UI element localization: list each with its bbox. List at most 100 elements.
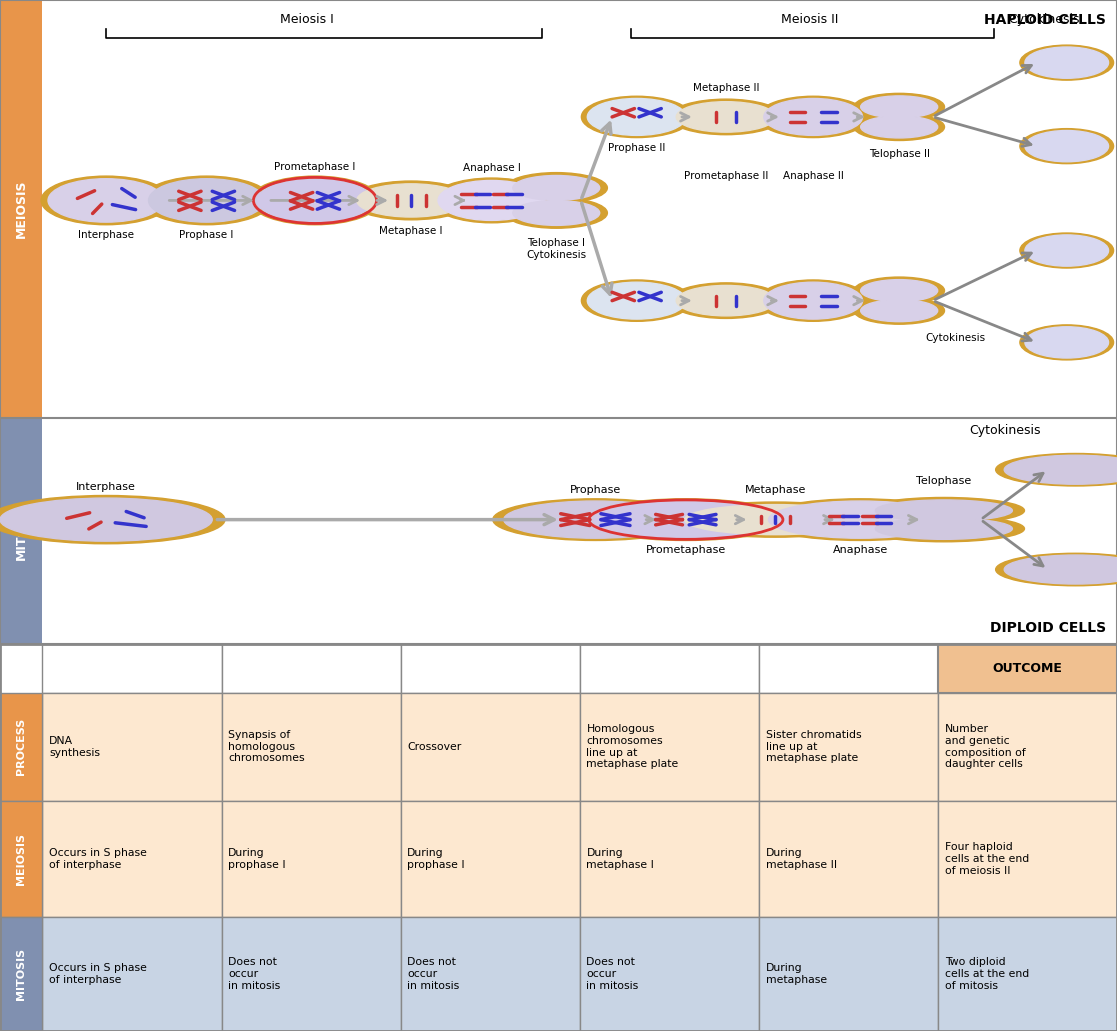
Text: Cytokinesis: Cytokinesis [925,333,985,343]
Ellipse shape [853,277,945,304]
Text: Telophase I: Telophase I [527,238,585,248]
Text: Occurs in S phase
of interphase: Occurs in S phase of interphase [49,963,147,985]
Text: Metaphase: Metaphase [745,485,805,495]
Circle shape [431,178,552,223]
Ellipse shape [350,181,472,220]
Ellipse shape [513,175,600,200]
Ellipse shape [861,115,937,138]
Text: Cytokinesis: Cytokinesis [1009,12,1080,26]
Text: Prometaphase: Prometaphase [646,544,726,555]
Text: Metaphase II: Metaphase II [693,84,760,93]
Text: During
prophase I: During prophase I [228,849,286,870]
Ellipse shape [669,282,783,319]
Text: Prophase I: Prophase I [180,230,233,240]
Ellipse shape [876,518,1012,539]
Circle shape [583,499,789,540]
Ellipse shape [853,297,945,324]
Circle shape [594,501,777,538]
FancyBboxPatch shape [0,801,42,917]
Text: Prometaphase I: Prometaphase I [275,162,355,172]
FancyBboxPatch shape [0,418,42,644]
Circle shape [995,554,1117,586]
FancyBboxPatch shape [580,693,758,801]
FancyBboxPatch shape [401,644,580,693]
Text: Prophase II: Prophase II [608,143,666,153]
Text: Does not
occur
in mitosis: Does not occur in mitosis [408,958,459,991]
FancyBboxPatch shape [938,693,1117,801]
Text: During
metaphase II: During metaphase II [765,849,837,870]
Circle shape [1020,233,1114,268]
Text: Interphase: Interphase [76,481,136,492]
Text: Anaphase: Anaphase [832,544,888,555]
Text: MITOSIS: MITOSIS [17,947,26,1000]
Ellipse shape [861,300,937,322]
Circle shape [757,499,963,540]
Circle shape [757,96,869,137]
Ellipse shape [876,500,1012,522]
Ellipse shape [676,286,776,315]
Text: MITOSIS: MITOSIS [15,502,28,560]
FancyBboxPatch shape [758,801,938,917]
Text: Does not
occur
in mitosis: Does not occur in mitosis [228,958,280,991]
FancyBboxPatch shape [758,917,938,1031]
Text: Does not
occur
in mitosis: Does not occur in mitosis [586,958,639,991]
Circle shape [1025,235,1108,266]
Ellipse shape [853,113,945,140]
FancyBboxPatch shape [0,693,42,801]
Circle shape [493,499,698,540]
FancyBboxPatch shape [221,644,401,693]
FancyBboxPatch shape [221,917,401,1031]
Circle shape [764,282,862,320]
Circle shape [48,178,164,222]
Circle shape [1025,47,1108,78]
Text: Two diploid
cells at the end
of mitosis: Two diploid cells at the end of mitosis [945,958,1029,991]
Ellipse shape [356,184,466,218]
Ellipse shape [672,502,878,537]
Text: Occurs in S phase
of interphase: Occurs in S phase of interphase [49,849,147,870]
Text: MEIOSIS: MEIOSIS [15,179,28,238]
Text: Synapsis of
homologous
chromosomes: Synapsis of homologous chromosomes [228,730,305,763]
Ellipse shape [863,497,1024,524]
Text: Meiosis II: Meiosis II [781,12,839,26]
Circle shape [438,180,545,221]
FancyBboxPatch shape [42,644,221,693]
Ellipse shape [861,96,937,118]
FancyBboxPatch shape [221,801,401,917]
Text: During
metaphase I: During metaphase I [586,849,655,870]
Text: Prophase: Prophase [570,485,621,495]
Ellipse shape [853,94,945,121]
Circle shape [764,98,862,135]
Text: PROCESS: PROCESS [17,719,26,775]
Circle shape [581,96,693,137]
Circle shape [41,176,171,225]
Text: Meiosis I: Meiosis I [280,12,334,26]
Text: Metaphase I: Metaphase I [380,227,442,236]
Text: During
prophase I: During prophase I [408,849,465,870]
FancyBboxPatch shape [580,801,758,917]
Text: Sister chromatids
line up at
metaphase plate: Sister chromatids line up at metaphase p… [765,730,861,763]
FancyBboxPatch shape [758,644,938,693]
Text: Cytokinesis: Cytokinesis [970,425,1041,437]
Ellipse shape [685,504,866,535]
Circle shape [1025,131,1108,162]
Circle shape [757,280,869,322]
FancyBboxPatch shape [401,801,580,917]
Ellipse shape [505,172,608,203]
Circle shape [581,280,693,322]
Text: Anaphase II: Anaphase II [783,171,843,181]
FancyBboxPatch shape [938,801,1117,917]
Text: Four haploid
cells at the end
of meiosis II: Four haploid cells at the end of meiosis… [945,842,1029,875]
FancyBboxPatch shape [42,801,221,917]
Text: Anaphase I: Anaphase I [462,163,521,173]
Ellipse shape [863,516,1024,542]
FancyBboxPatch shape [401,693,580,801]
Text: Telophase: Telophase [916,476,972,487]
Ellipse shape [676,102,776,132]
FancyBboxPatch shape [42,917,221,1031]
Circle shape [1020,129,1114,164]
Text: MEIOSIS: MEIOSIS [17,833,26,885]
Text: Cytokinesis: Cytokinesis [526,251,586,261]
Circle shape [250,176,380,225]
FancyBboxPatch shape [42,693,221,801]
Text: Crossover: Crossover [408,742,461,752]
